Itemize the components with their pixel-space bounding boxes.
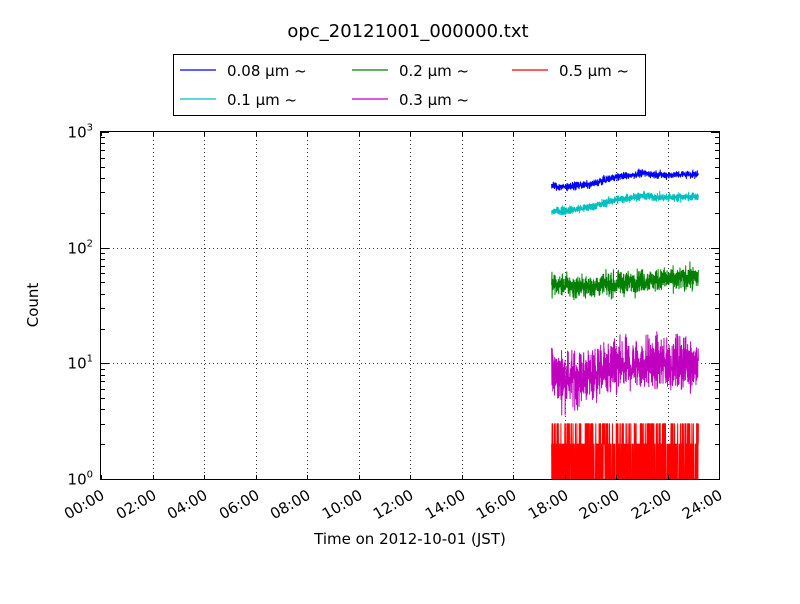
x-tick-label: 02:00	[113, 486, 159, 523]
legend-label: 0.08 μm ~	[227, 62, 307, 80]
ticks	[101, 132, 720, 480]
x-tick-label: 04:00	[164, 486, 210, 523]
series-line	[551, 331, 699, 416]
y-axis-label: Count	[24, 283, 42, 328]
x-tick-label: 08:00	[267, 486, 313, 523]
y-tick-label: 103	[68, 123, 93, 142]
x-tick-label: 22:00	[628, 486, 674, 523]
x-tick-label: 16:00	[473, 486, 519, 523]
legend-frame	[173, 54, 646, 116]
y-tick-label: 102	[68, 239, 93, 258]
series-line	[551, 190, 699, 216]
legend-label: 0.5 μm ~	[559, 62, 629, 80]
x-tick-label: 20:00	[576, 486, 622, 523]
series-line	[551, 168, 699, 192]
x-tick-label: 14:00	[422, 486, 468, 523]
x-tick-label: 12:00	[370, 486, 416, 523]
plot-frame	[100, 131, 720, 480]
x-tick-label: 10:00	[319, 486, 365, 523]
series-line	[551, 261, 699, 301]
y-tick-label: 100	[68, 470, 93, 489]
legend-label: 0.2 μm ~	[399, 62, 469, 80]
series-line	[551, 423, 699, 480]
chart-title: opc_20121001_000000.txt	[287, 21, 528, 42]
x-tick-label: 06:00	[216, 486, 262, 523]
x-tick-label: 24:00	[679, 486, 725, 523]
x-tick-label: 18:00	[525, 486, 571, 523]
grid	[101, 132, 719, 479]
legend-label: 0.3 μm ~	[399, 91, 469, 109]
series-group	[551, 168, 699, 480]
y-tick-label: 101	[68, 354, 93, 373]
x-axis-label: Time on 2012-10-01 (JST)	[313, 530, 506, 548]
legend-label: 0.1 μm ~	[227, 91, 297, 109]
legend: 0.08 μm ~ 0.1 μm ~ 0.2 μm ~ 0.3 μm ~ 0.5 μm …	[173, 54, 646, 116]
x-tick-label: 00:00	[61, 486, 107, 523]
